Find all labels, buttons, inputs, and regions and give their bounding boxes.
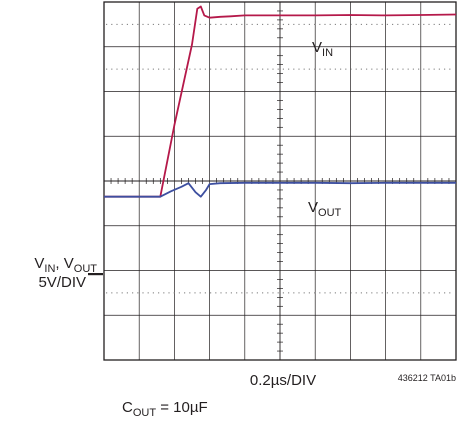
ground-marker bbox=[88, 273, 103, 276]
y-axis-label: VIN, VOUT bbox=[34, 255, 97, 275]
cout-annotation: COUT = 10µF bbox=[122, 399, 208, 419]
y-axis-scale-label: 5V/DIV bbox=[38, 274, 86, 291]
vout-trace bbox=[104, 181, 456, 198]
scope-traces bbox=[104, 5, 457, 198]
figure-id: 436212 TA01b bbox=[398, 373, 456, 383]
vin-series-label: VIN bbox=[312, 39, 333, 59]
vout-series-label: VOUT bbox=[308, 199, 342, 219]
scope-grid bbox=[103, 1, 457, 361]
x-axis-label: 0.2µs/DIV bbox=[250, 372, 316, 389]
